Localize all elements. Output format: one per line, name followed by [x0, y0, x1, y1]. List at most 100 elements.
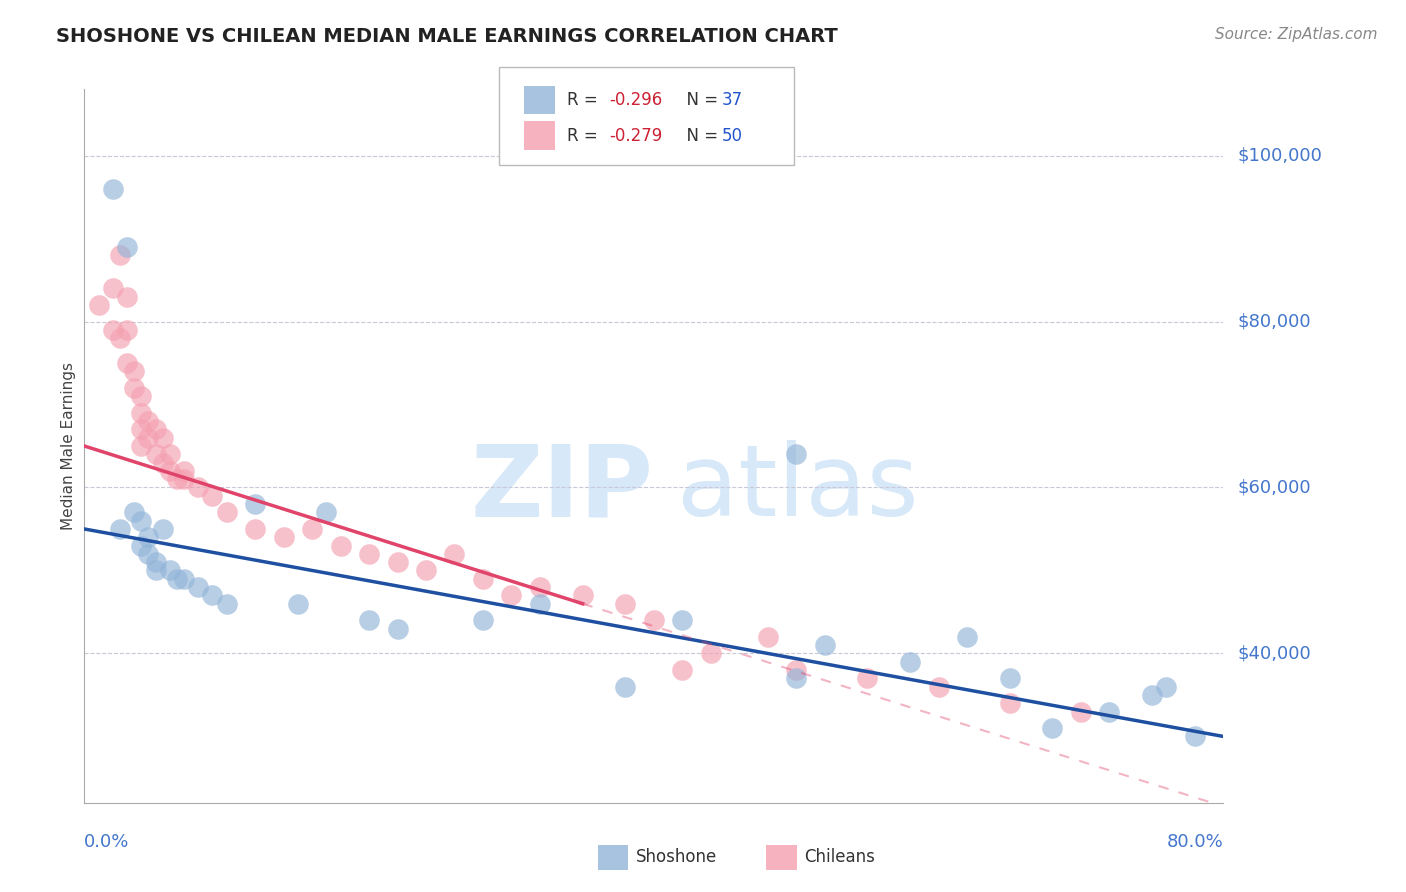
Point	[814, 638, 837, 652]
Point	[131, 422, 153, 436]
Point	[1098, 705, 1121, 719]
Point	[529, 597, 551, 611]
Point	[108, 522, 131, 536]
Point	[152, 456, 174, 470]
Text: Shoshone: Shoshone	[636, 848, 717, 866]
Y-axis label: Median Male Earnings: Median Male Earnings	[60, 362, 76, 530]
Text: SHOSHONE VS CHILEAN MEDIAN MALE EARNINGS CORRELATION CHART: SHOSHONE VS CHILEAN MEDIAN MALE EARNINGS…	[56, 27, 838, 45]
Point	[131, 406, 153, 420]
Point	[443, 547, 465, 561]
Point	[122, 505, 145, 519]
Point	[329, 539, 352, 553]
Text: $100,000: $100,000	[1237, 146, 1322, 165]
Point	[415, 564, 437, 578]
Point	[173, 464, 195, 478]
Text: Chileans: Chileans	[804, 848, 875, 866]
Point	[387, 622, 409, 636]
Point	[115, 240, 138, 254]
Point	[671, 613, 693, 627]
Point	[101, 281, 124, 295]
Point	[273, 530, 295, 544]
Point	[1184, 730, 1206, 744]
Text: N =: N =	[676, 127, 724, 145]
Text: -0.279: -0.279	[609, 127, 662, 145]
Point	[856, 671, 879, 685]
Point	[115, 290, 138, 304]
Text: ZIP: ZIP	[471, 441, 654, 537]
Point	[1070, 705, 1092, 719]
Point	[785, 663, 807, 677]
Point	[215, 597, 238, 611]
Point	[138, 530, 160, 544]
Point	[138, 547, 160, 561]
Point	[998, 671, 1021, 685]
Point	[387, 555, 409, 569]
Point	[700, 647, 723, 661]
Point	[145, 422, 167, 436]
Point	[138, 414, 160, 428]
Point	[501, 588, 523, 602]
Point	[614, 597, 637, 611]
Text: 37: 37	[721, 91, 742, 109]
Point	[529, 580, 551, 594]
Point	[614, 680, 637, 694]
Point	[472, 613, 495, 627]
Point	[108, 331, 131, 345]
Point	[287, 597, 309, 611]
Text: N =: N =	[676, 91, 724, 109]
Point	[928, 680, 950, 694]
Point	[131, 439, 153, 453]
Point	[115, 323, 138, 337]
Text: R =: R =	[567, 127, 603, 145]
Point	[301, 522, 323, 536]
Text: R =: R =	[567, 91, 603, 109]
Point	[131, 389, 153, 403]
Text: atlas: atlas	[676, 441, 918, 537]
Text: $60,000: $60,000	[1237, 478, 1310, 497]
Point	[1042, 721, 1064, 735]
Point	[201, 588, 224, 602]
Point	[245, 497, 267, 511]
Point	[87, 298, 110, 312]
Point	[245, 522, 267, 536]
Point	[785, 447, 807, 461]
Text: $80,000: $80,000	[1237, 312, 1310, 331]
Point	[138, 431, 160, 445]
Point	[187, 481, 209, 495]
Point	[756, 630, 779, 644]
Text: Source: ZipAtlas.com: Source: ZipAtlas.com	[1215, 27, 1378, 42]
Point	[122, 364, 145, 378]
Point	[173, 472, 195, 486]
Point	[215, 505, 238, 519]
Point	[145, 564, 167, 578]
Point	[131, 539, 153, 553]
Point	[166, 572, 188, 586]
Point	[152, 522, 174, 536]
Point	[108, 248, 131, 262]
Point	[115, 356, 138, 370]
Point	[145, 555, 167, 569]
Text: 50: 50	[721, 127, 742, 145]
Point	[998, 696, 1021, 710]
Point	[145, 447, 167, 461]
Point	[131, 514, 153, 528]
Point	[359, 613, 381, 627]
Point	[315, 505, 337, 519]
Point	[472, 572, 495, 586]
Point	[101, 182, 124, 196]
Point	[122, 381, 145, 395]
Point	[1156, 680, 1178, 694]
Text: 0.0%: 0.0%	[84, 833, 129, 851]
Point	[785, 671, 807, 685]
Point	[571, 588, 593, 602]
Point	[359, 547, 381, 561]
Point	[152, 431, 174, 445]
Point	[159, 464, 181, 478]
Point	[956, 630, 979, 644]
Text: $40,000: $40,000	[1237, 644, 1310, 663]
Point	[173, 572, 195, 586]
Point	[159, 564, 181, 578]
Point	[671, 663, 693, 677]
Text: 80.0%: 80.0%	[1167, 833, 1223, 851]
Point	[187, 580, 209, 594]
